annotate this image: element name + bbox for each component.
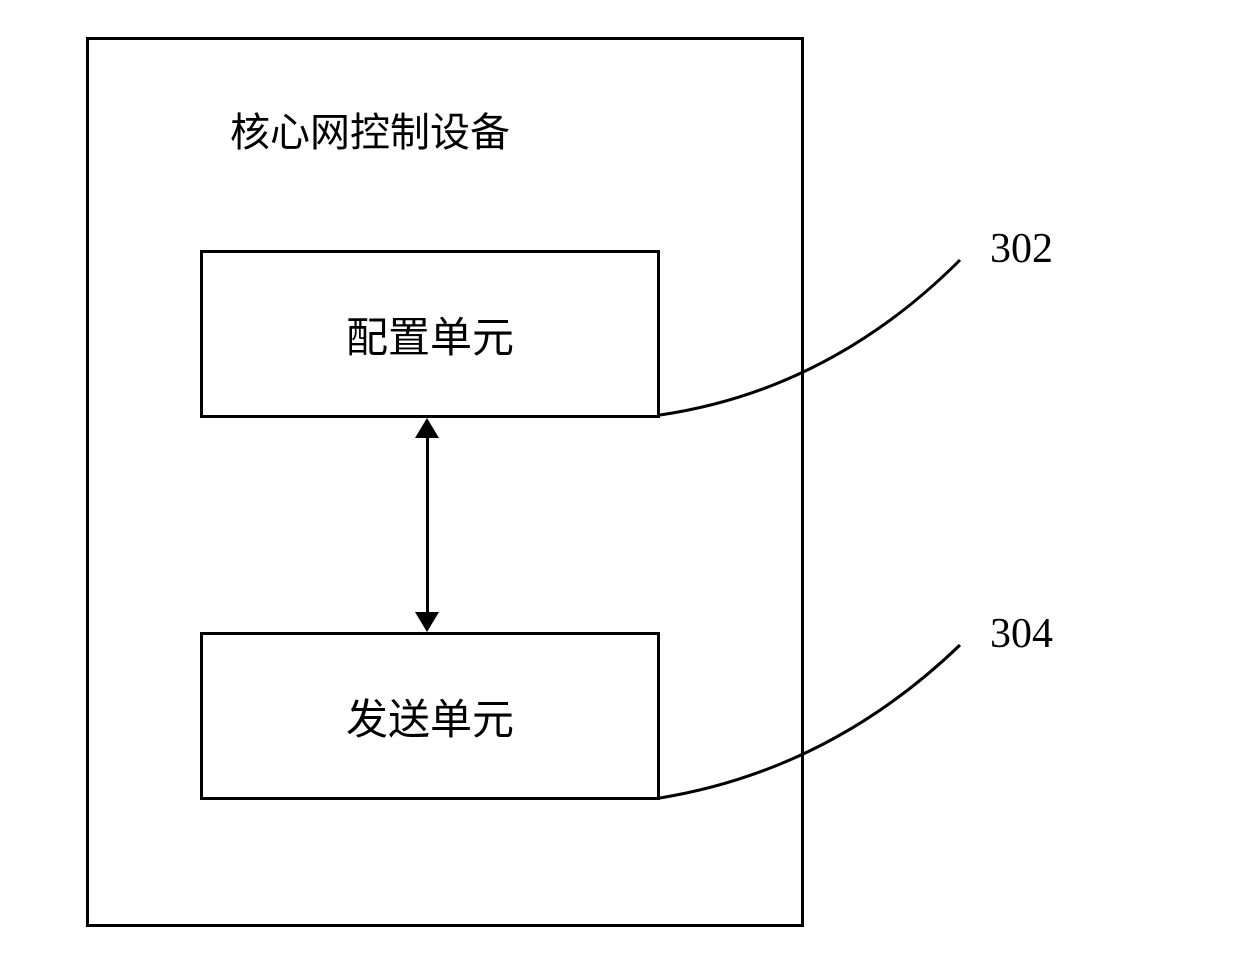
ref-number-302: 302 — [990, 225, 1053, 273]
send-unit-box: 发送单元 — [200, 632, 660, 800]
arrow-head-up-icon — [415, 418, 439, 438]
config-unit-label: 配置单元 — [346, 304, 514, 365]
config-unit-box: 配置单元 — [200, 250, 660, 418]
container-title: 核心网控制设备 — [230, 100, 510, 158]
send-unit-label: 发送单元 — [346, 686, 514, 747]
bidirectional-arrow-line — [426, 434, 429, 616]
ref-number-304: 304 — [990, 610, 1053, 658]
arrow-head-down-icon — [415, 612, 439, 632]
